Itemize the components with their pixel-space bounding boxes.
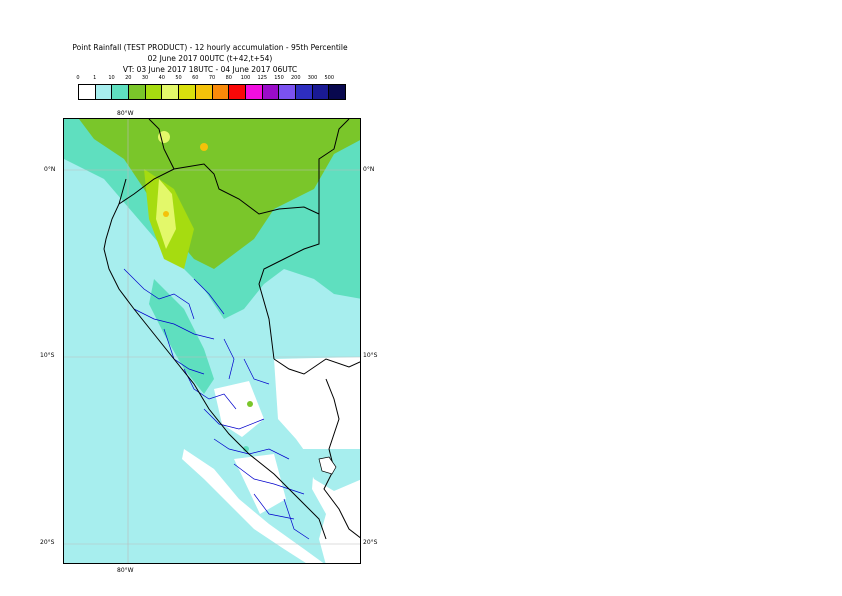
legend-color-box bbox=[262, 85, 280, 99]
rain-spot-south-2 bbox=[243, 446, 249, 452]
lat-label-right-10: 10°S bbox=[363, 352, 378, 359]
dry-patch-central bbox=[214, 381, 264, 437]
lon-label-bottom: 80°W bbox=[117, 567, 134, 574]
lat-label-left-0: 0°N bbox=[44, 166, 56, 173]
legend-threshold-label: 50 bbox=[175, 75, 182, 81]
intense-rain-spot bbox=[158, 131, 170, 143]
legend-color-box bbox=[245, 85, 263, 99]
moderate-rain-andes bbox=[149, 279, 214, 394]
rain-spot-south bbox=[247, 401, 253, 407]
legend-color-box bbox=[112, 85, 130, 99]
legend-color-box bbox=[195, 85, 213, 99]
legend-threshold-label: 40 bbox=[158, 75, 165, 81]
legend-threshold-label: 80 bbox=[225, 75, 232, 81]
dry-patch-south bbox=[234, 454, 286, 514]
lat-label-right-20: 20°S bbox=[363, 539, 378, 546]
legend-color-box bbox=[329, 85, 345, 99]
legend-color-box bbox=[312, 85, 330, 99]
legend-color-box bbox=[145, 85, 163, 99]
legend-color-box bbox=[129, 85, 146, 99]
lon-label-top: 80°W bbox=[117, 110, 134, 117]
legend-color-box bbox=[179, 85, 196, 99]
chart-subtitle-base-time: 02 June 2017 00UTC (t+42,t+54) bbox=[147, 54, 273, 63]
regional-borders bbox=[123, 268, 310, 540]
legend-color-box bbox=[279, 85, 296, 99]
legend-threshold-label: 60 bbox=[192, 75, 199, 81]
legend-threshold-label: 150 bbox=[274, 75, 284, 81]
heavy-rain-north bbox=[79, 119, 360, 269]
chart-title: Point Rainfall (TEST PRODUCT) - 12 hourl… bbox=[72, 43, 348, 52]
legend-threshold-label: 70 bbox=[208, 75, 216, 81]
legend-threshold-labels: 0 1 10 20 30 40 50 60 70 80 100 125 150 200 300 500 bbox=[0, 75, 420, 83]
legend-color-box bbox=[212, 85, 230, 99]
rainfall-map bbox=[63, 118, 361, 564]
lat-label-left-20: 20°S bbox=[40, 539, 55, 546]
legend-threshold-label: 10 bbox=[108, 75, 115, 81]
legend-threshold-label: 1 bbox=[93, 75, 97, 81]
country-borders bbox=[103, 119, 360, 540]
lat-label-right-0: 0°N bbox=[363, 166, 375, 173]
intense-rain-spot-3 bbox=[163, 211, 169, 217]
legend-color-box bbox=[79, 85, 96, 99]
legend-threshold-label: 0 bbox=[76, 75, 80, 81]
legend-color-box bbox=[162, 85, 180, 99]
intense-rain-spot-2 bbox=[200, 143, 208, 151]
rainfall-map-svg bbox=[64, 119, 360, 563]
legend-threshold-label: 300 bbox=[307, 75, 318, 81]
legend-color-box bbox=[295, 85, 313, 99]
legend-threshold-label: 30 bbox=[141, 75, 149, 81]
lake-titicaca bbox=[318, 456, 337, 475]
legend-threshold-label: 500 bbox=[324, 75, 335, 81]
coastal-dry-strip bbox=[182, 449, 324, 563]
legend-color-box bbox=[229, 85, 246, 99]
legend-color-box bbox=[95, 85, 113, 99]
legend-threshold-label: 100 bbox=[240, 75, 251, 81]
legend-threshold-label: 200 bbox=[290, 75, 301, 81]
legend-threshold-label: 125 bbox=[257, 75, 268, 81]
chart-subtitle-valid-time: VT: 03 June 2017 18UTC - 04 June 2017 06… bbox=[122, 65, 298, 74]
legend-threshold-label: 20 bbox=[125, 75, 132, 81]
color-legend-bar bbox=[78, 84, 346, 100]
lat-label-left-10: 10°S bbox=[40, 352, 55, 359]
